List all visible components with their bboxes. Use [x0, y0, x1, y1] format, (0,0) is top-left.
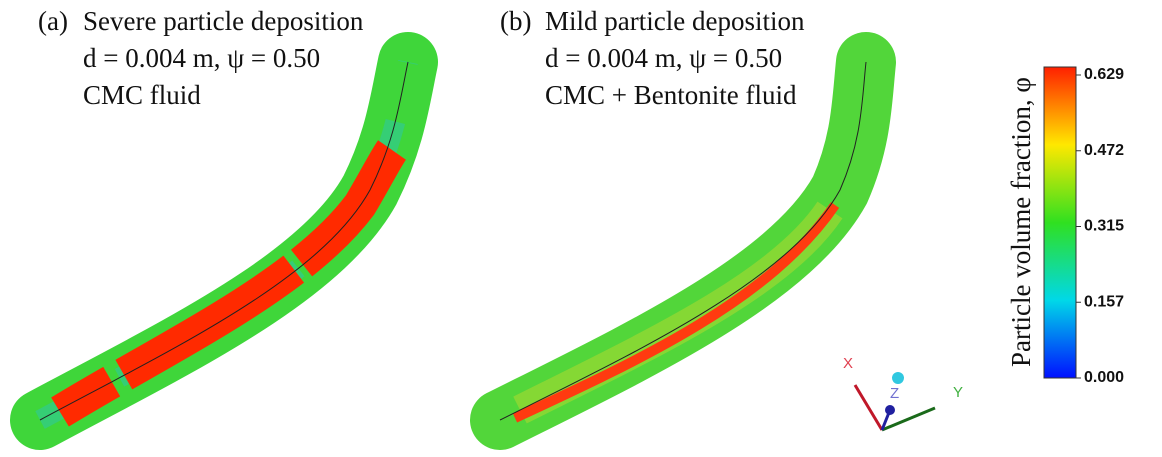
- panel-label: (b): [500, 6, 531, 36]
- pipe-a: [10, 32, 438, 450]
- colorbar-tick-label: 0.315: [1084, 218, 1124, 235]
- axis-triad: X Y Z: [843, 355, 963, 432]
- panel-caption: Severe particle deposition: [83, 6, 364, 36]
- colorbar-tick-label: 0.157: [1084, 293, 1124, 310]
- colorbar-tick-label: 0.629: [1084, 66, 1124, 83]
- colorbar-tick-label: 0.000: [1084, 369, 1124, 386]
- colorbar-title: Particle volume fraction, φ: [1006, 77, 1036, 367]
- panel-caption: d = 0.004 m, ψ = 0.50: [83, 43, 320, 73]
- panel-caption: CMC + Bentonite fluid: [545, 80, 797, 110]
- panel-caption: CMC fluid: [83, 80, 201, 110]
- panel-caption: Mild particle deposition: [545, 6, 805, 36]
- pipe-b: [470, 32, 896, 450]
- panel-label: (a): [38, 6, 68, 36]
- colorbar-tick-label: 0.472: [1084, 142, 1124, 159]
- panel-caption: d = 0.004 m, ψ = 0.50: [545, 43, 782, 73]
- axis-y-label: Y: [953, 384, 963, 401]
- axis-z-label: Z: [890, 385, 899, 402]
- axis-x-label: X: [843, 355, 853, 372]
- colorbar: [1043, 66, 1077, 379]
